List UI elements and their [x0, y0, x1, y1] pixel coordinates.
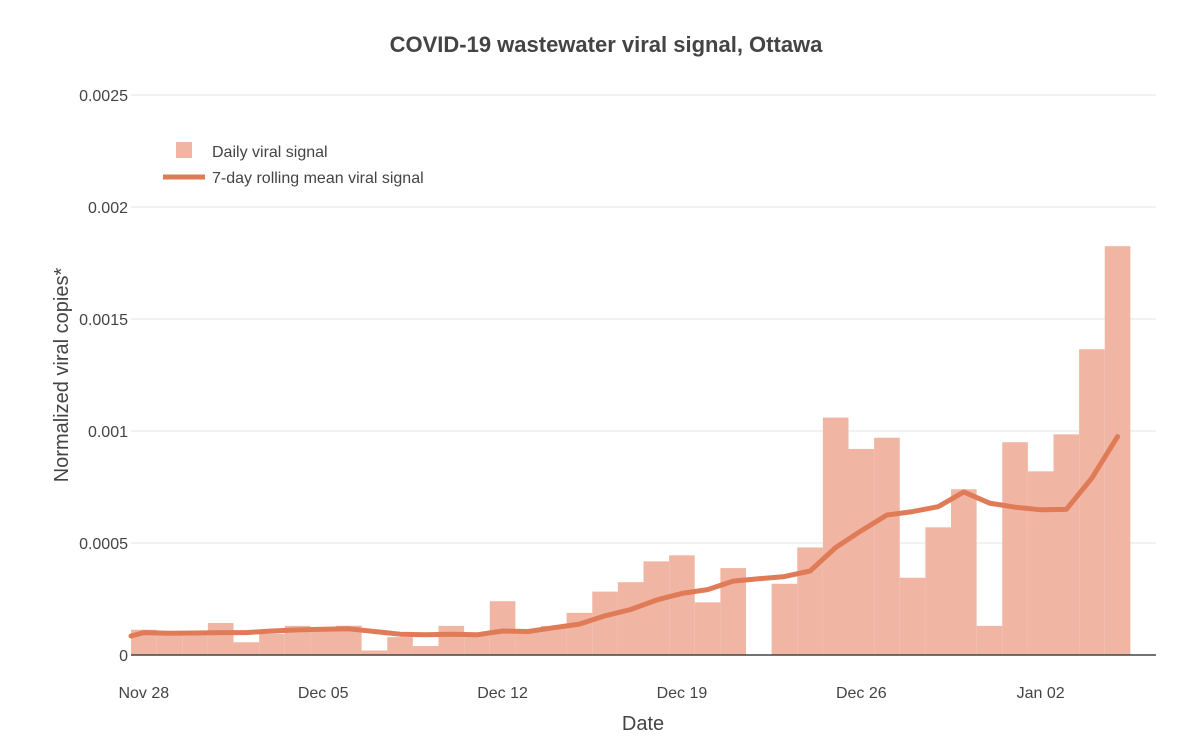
x-axis-title: Date — [622, 713, 664, 735]
y-tick-label: 0.002 — [88, 200, 128, 217]
x-tick-label: Dec 19 — [657, 685, 708, 702]
line-series-rolling-mean — [128, 434, 1121, 639]
rolling-mean-line — [128, 434, 1121, 639]
y-axis-title: Normalized viral copies* — [51, 268, 73, 483]
bar — [976, 625, 1003, 655]
bar — [899, 577, 926, 655]
bar — [848, 448, 875, 655]
bar — [259, 633, 285, 655]
bar — [464, 633, 490, 655]
bar — [643, 561, 670, 655]
legend-label-rolling: 7-day rolling mean viral signal — [212, 170, 424, 187]
bar-series-daily-viral-signal — [131, 246, 1131, 655]
bar — [925, 527, 951, 655]
bar — [233, 642, 260, 655]
bar — [1002, 442, 1028, 655]
bar — [412, 646, 439, 655]
bar — [694, 602, 721, 655]
bar — [1053, 434, 1080, 655]
y-tick-label: 0 — [119, 648, 128, 665]
bar — [1027, 471, 1054, 655]
bar — [438, 625, 465, 655]
bar — [617, 582, 644, 655]
y-tick-label: 0.0025 — [79, 88, 128, 105]
legend-swatch-daily — [176, 142, 192, 158]
y-tick-label: 0.001 — [88, 424, 128, 441]
gridlines — [131, 94, 1156, 544]
bar — [310, 627, 336, 655]
y-tick-label: 0.0005 — [79, 536, 128, 553]
bar — [207, 622, 234, 655]
y-tick-label: 0.0015 — [79, 312, 128, 329]
bar — [951, 489, 977, 655]
bar — [822, 417, 849, 655]
x-tick-label: Dec 26 — [836, 685, 887, 702]
x-tick-label: Jan 02 — [1017, 685, 1065, 702]
bar — [1079, 349, 1105, 655]
x-axis-ticks: Nov 28 Dec 05 Dec 12 Dec 19 Dec 26 Jan 02 — [118, 685, 1064, 702]
bar — [361, 650, 388, 655]
x-tick-label: Dec 12 — [477, 685, 528, 702]
bar — [156, 633, 183, 655]
bar — [182, 633, 208, 655]
x-tick-label: Dec 05 — [298, 685, 349, 702]
bar — [771, 583, 798, 655]
bar — [515, 630, 541, 655]
chart-title: COVID-19 wastewater viral signal, Ottawa — [390, 32, 824, 57]
bar — [387, 637, 413, 655]
legend-label-daily: Daily viral signal — [212, 144, 328, 161]
x-tick-label: Nov 28 — [118, 685, 169, 702]
bar — [669, 555, 695, 655]
bar — [874, 437, 900, 655]
legend[interactable]: Daily viral signal 7-day rolling mean vi… — [163, 142, 424, 187]
y-axis-ticks: 0 0.0005 0.001 0.0015 0.002 0.0025 — [79, 88, 128, 665]
bar — [592, 591, 618, 655]
bar — [489, 601, 516, 655]
